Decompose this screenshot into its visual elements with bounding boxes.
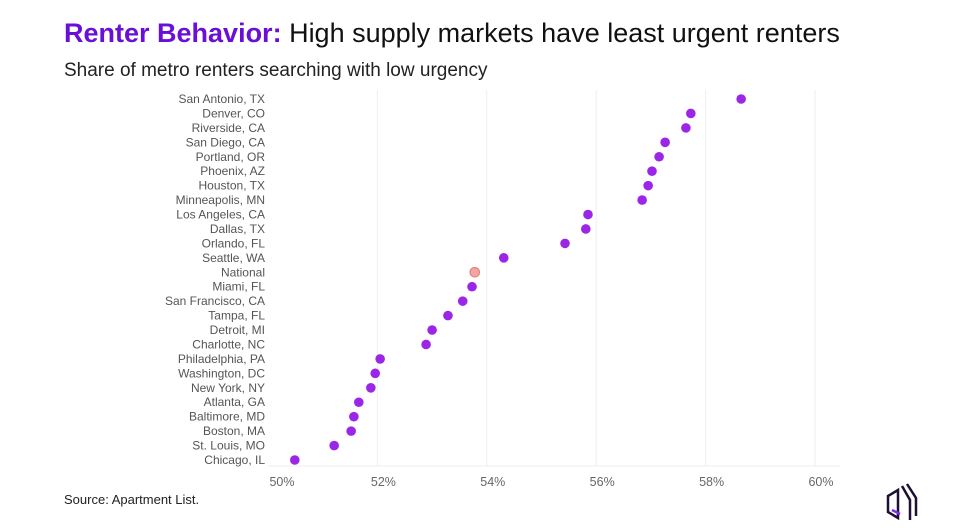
data-dot (329, 440, 339, 451)
category-label: San Francisco, CA (165, 294, 265, 308)
national-dot (469, 266, 481, 278)
category-label: Los Angeles, CA (176, 208, 265, 222)
category-label: Seattle, WA (202, 251, 265, 265)
category-label: Atlanta, GA (204, 395, 265, 409)
category-label: New York, NY (191, 381, 265, 395)
category-label: San Diego, CA (186, 135, 265, 149)
data-dot (427, 325, 437, 335)
category-label: Orlando, FL (202, 236, 266, 250)
category-label: Chicago, IL (204, 453, 265, 467)
category-label: St. Louis, MO (192, 439, 265, 453)
data-dot (349, 411, 359, 422)
data-dot (354, 397, 364, 408)
x-tick-label: 50% (269, 475, 294, 489)
chart-subtitle: Share of metro renters searching with lo… (64, 60, 488, 81)
data-dot (467, 281, 477, 292)
data-dot (375, 354, 385, 364)
data-dot (681, 123, 691, 133)
data-dot (581, 224, 591, 234)
data-dot (654, 151, 664, 162)
data-dot (583, 209, 593, 220)
category-label: Denver, CO (202, 106, 265, 120)
category-label: Phoenix, AZ (200, 164, 265, 178)
data-dot (370, 368, 381, 379)
data-dot (637, 195, 647, 205)
category-label: Riverside, CA (192, 121, 265, 135)
x-tick-label: 56% (590, 475, 615, 489)
apartment-list-logo (886, 483, 918, 521)
category-label: San Antonio, TX (178, 92, 265, 106)
category-label: Minneapolis, MN (176, 193, 265, 207)
data-dot (647, 166, 657, 176)
title-rest: High supply markets have least urgent re… (281, 18, 840, 48)
data-dot (290, 455, 300, 465)
x-tick-label: 60% (808, 475, 833, 489)
data-dot (457, 296, 468, 306)
category-label: Baltimore, MD (189, 410, 265, 424)
category-label: Miami, FL (212, 280, 265, 294)
title-bold: Renter Behavior: (64, 18, 282, 48)
category-label: Charlotte, NC (192, 337, 265, 351)
source-note: Source: Apartment List. (64, 492, 200, 507)
category-label: Dallas, TX (210, 222, 265, 236)
data-dot (366, 383, 376, 393)
data-dot (346, 426, 356, 436)
x-tick-label: 52% (371, 475, 396, 489)
x-tick-label: 58% (699, 475, 724, 489)
data-dot (498, 253, 509, 263)
data-dot (443, 310, 453, 321)
data-dot (660, 137, 670, 148)
data-dot (736, 94, 746, 104)
data-dot (421, 339, 431, 350)
chart-title: Renter Behavior: High supply markets hav… (64, 18, 840, 49)
category-label: Portland, OR (196, 150, 266, 164)
category-label: Detroit, MI (210, 323, 265, 337)
category-label: Boston, MA (203, 424, 265, 438)
category-label: Tampa, FL (208, 309, 265, 323)
category-label: Philadelphia, PA (178, 352, 265, 366)
category-label: Houston, TX (199, 179, 265, 193)
data-dot (643, 180, 653, 191)
category-label: Washington, DC (178, 366, 265, 380)
data-dot (560, 238, 570, 249)
category-label: National (221, 265, 265, 279)
x-tick-label: 54% (480, 475, 505, 489)
data-dot (686, 108, 696, 119)
